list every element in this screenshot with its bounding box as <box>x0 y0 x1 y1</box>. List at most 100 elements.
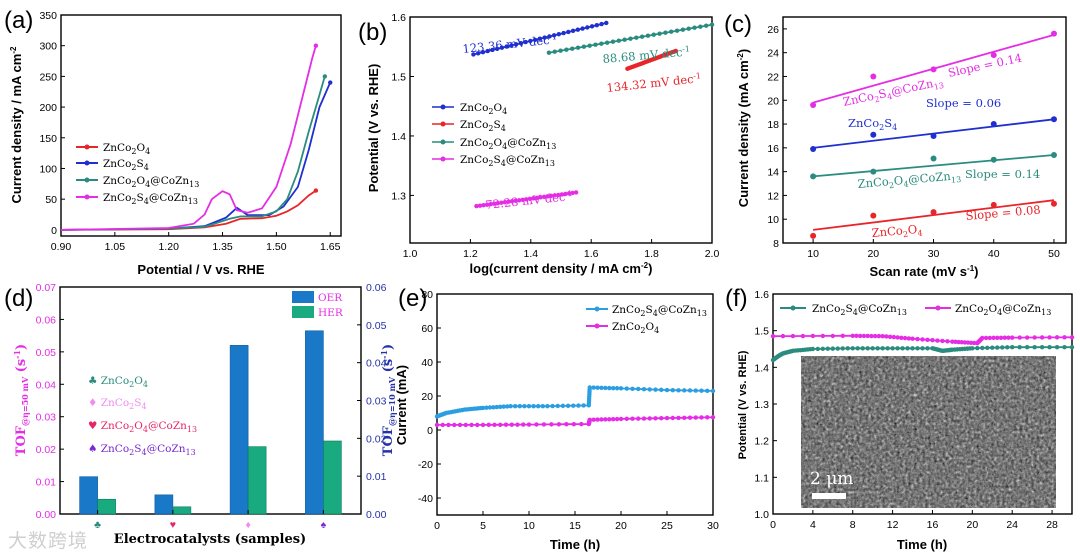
e-series-1-point <box>564 422 569 427</box>
b-series-0-point <box>537 36 543 41</box>
e-series-1-point <box>556 422 562 427</box>
panel-e: (e) 0 5 10 15 20 25 30 -40 -20 0 20 40 60 80 Time (h)… <box>394 285 719 552</box>
f-series-1-point <box>858 333 863 339</box>
e-series-1-point <box>469 422 474 428</box>
panel-e-label: (e) <box>398 285 427 312</box>
b-series-2-point <box>628 36 633 41</box>
panel-a-label: (a) <box>4 7 33 34</box>
e-ytick-label: 0 <box>427 425 433 437</box>
f-series-1-point <box>991 335 996 341</box>
panel-e-xlabel: Time (h) <box>550 537 600 552</box>
f-series-1-point <box>910 336 915 341</box>
e-series-1-point <box>618 416 624 422</box>
f-series-0-point <box>925 346 930 351</box>
panel-d-legend: OER HER <box>292 291 344 319</box>
f-series-0-point <box>910 346 915 351</box>
f-series-0-point <box>915 346 920 351</box>
d-left-ytick-label: 0.06 <box>36 314 57 326</box>
e-series-1-point <box>457 422 463 428</box>
e-series-1-point <box>610 416 616 422</box>
c-point-2 <box>930 155 937 162</box>
f-series-0-point <box>870 346 875 351</box>
e-series-0-point <box>595 385 600 390</box>
panel-b-legend: ZnCo2O4 ZnCo2S4 ZnCo2O4@CoZn13 ZnCo2S4@C… <box>432 102 556 168</box>
f-series-1-point <box>1017 335 1022 340</box>
e-xtick-label: 10 <box>523 520 535 532</box>
f-series-1-point <box>830 333 835 339</box>
b-series-2-point <box>593 42 598 47</box>
b-series-3-point <box>481 202 486 208</box>
f-series-1-point <box>820 333 826 339</box>
f-series-0-point <box>970 346 975 351</box>
panel-a-legend: ZnCo2O4 ZnCo2S4 ZnCo2O4@CoZn13 ZnCo2S4@C… <box>76 142 199 206</box>
e-series-0-point <box>693 388 698 393</box>
b-series-3-point <box>534 195 540 201</box>
f-series-1-point <box>953 339 958 345</box>
d-xtick-symbol: ♦ <box>245 519 251 531</box>
e-series-1-point <box>534 422 539 427</box>
b-series-0-point <box>570 28 576 34</box>
c-xtick-label: 20 <box>867 248 879 260</box>
e-series-1-point <box>641 416 647 421</box>
panel-d-ylabel-left: TOF@η=50 mV (s-1) <box>12 344 30 456</box>
b-series-2-point <box>564 47 569 52</box>
panel-a-frame <box>60 14 342 237</box>
c-point-3 <box>870 212 877 219</box>
c-point-3 <box>810 232 817 239</box>
legend-f-1: ZnCo2O4@CoZn13 <box>955 303 1051 317</box>
e-series-0-point <box>687 388 693 393</box>
a-ytick-label: 200 <box>39 102 57 114</box>
b-series-0-point <box>589 24 595 29</box>
e-series-1-point <box>614 416 620 422</box>
d-left-ytick-label: 0.04 <box>36 379 57 391</box>
c-point-0 <box>810 102 817 109</box>
panel-b-xlabel: log(current density / mA cm-2) <box>470 261 653 276</box>
legend-a-0: ZnCo2O4 <box>103 142 150 156</box>
e-series-0-point <box>676 388 681 393</box>
a-series-3 <box>60 45 317 231</box>
a-ytick-label: 50 <box>45 194 57 206</box>
panel-d-bars: ♣ ♥ ♦ ♠ <box>79 330 342 531</box>
key-d-1: ♦ ZnCo2S4 <box>88 397 147 411</box>
legend-a-2: ZnCo2O4@CoZn13 <box>103 175 199 189</box>
e-series-1-point <box>434 422 440 428</box>
f-series-1-point <box>906 336 911 341</box>
b-series-2-point <box>575 45 581 50</box>
e-series-0-point <box>545 404 550 409</box>
e-series-0-point <box>560 403 566 409</box>
f-series-1-point <box>965 340 971 345</box>
b-series-3-point <box>513 198 518 203</box>
panel-a-ticks: 0.90 1.05 1.20 1.35 1.50 1.65 0 50 100 150 200 250 3… <box>39 10 340 253</box>
e-ytick-label: 60 <box>421 323 433 335</box>
f-series-1-point <box>869 333 874 339</box>
b-series-3-point <box>556 192 561 198</box>
b-xtick-label: 2.0 <box>705 248 720 260</box>
f-series-1-point <box>1039 335 1045 340</box>
e-series-1-point <box>599 417 604 422</box>
f-series-0-point <box>885 346 890 351</box>
f-series-0-point <box>875 346 880 351</box>
b-series-3-point <box>548 193 554 199</box>
b-series-3-point <box>488 201 493 207</box>
b-series-2-point <box>616 38 622 43</box>
tafel-label-zcs-cozn: 72.28 mV dec-1 <box>485 189 574 212</box>
f-series-0-point <box>1054 344 1060 350</box>
e-series-0-point <box>618 386 624 391</box>
e-series-1-point <box>682 415 687 420</box>
f-series-1-point <box>887 334 893 340</box>
f-xtick-label: 28 <box>1046 519 1058 531</box>
c-ytick-label: 26 <box>767 24 779 36</box>
d-bar-oer <box>305 330 324 515</box>
c-label-zco: ZnCo2O4 <box>871 222 923 242</box>
c-slope-zcs: Slope = 0.06 <box>926 96 1001 110</box>
b-series-0-point <box>532 37 538 43</box>
e-series-0-point <box>682 388 687 393</box>
d-left-ytick-label: 0.02 <box>36 444 57 456</box>
b-series-0-point <box>499 45 505 50</box>
f-series-1-point <box>972 340 977 346</box>
f-series-0-point <box>845 346 850 351</box>
panel-d: (d) 0.000.010.020.030.040.050.060.070.00… <box>4 282 397 547</box>
f-ytick-label: 1.5 <box>754 326 769 338</box>
e-series-0-point <box>659 387 664 393</box>
legend-a-3: ZnCo2S4@CoZn13 <box>103 192 198 206</box>
